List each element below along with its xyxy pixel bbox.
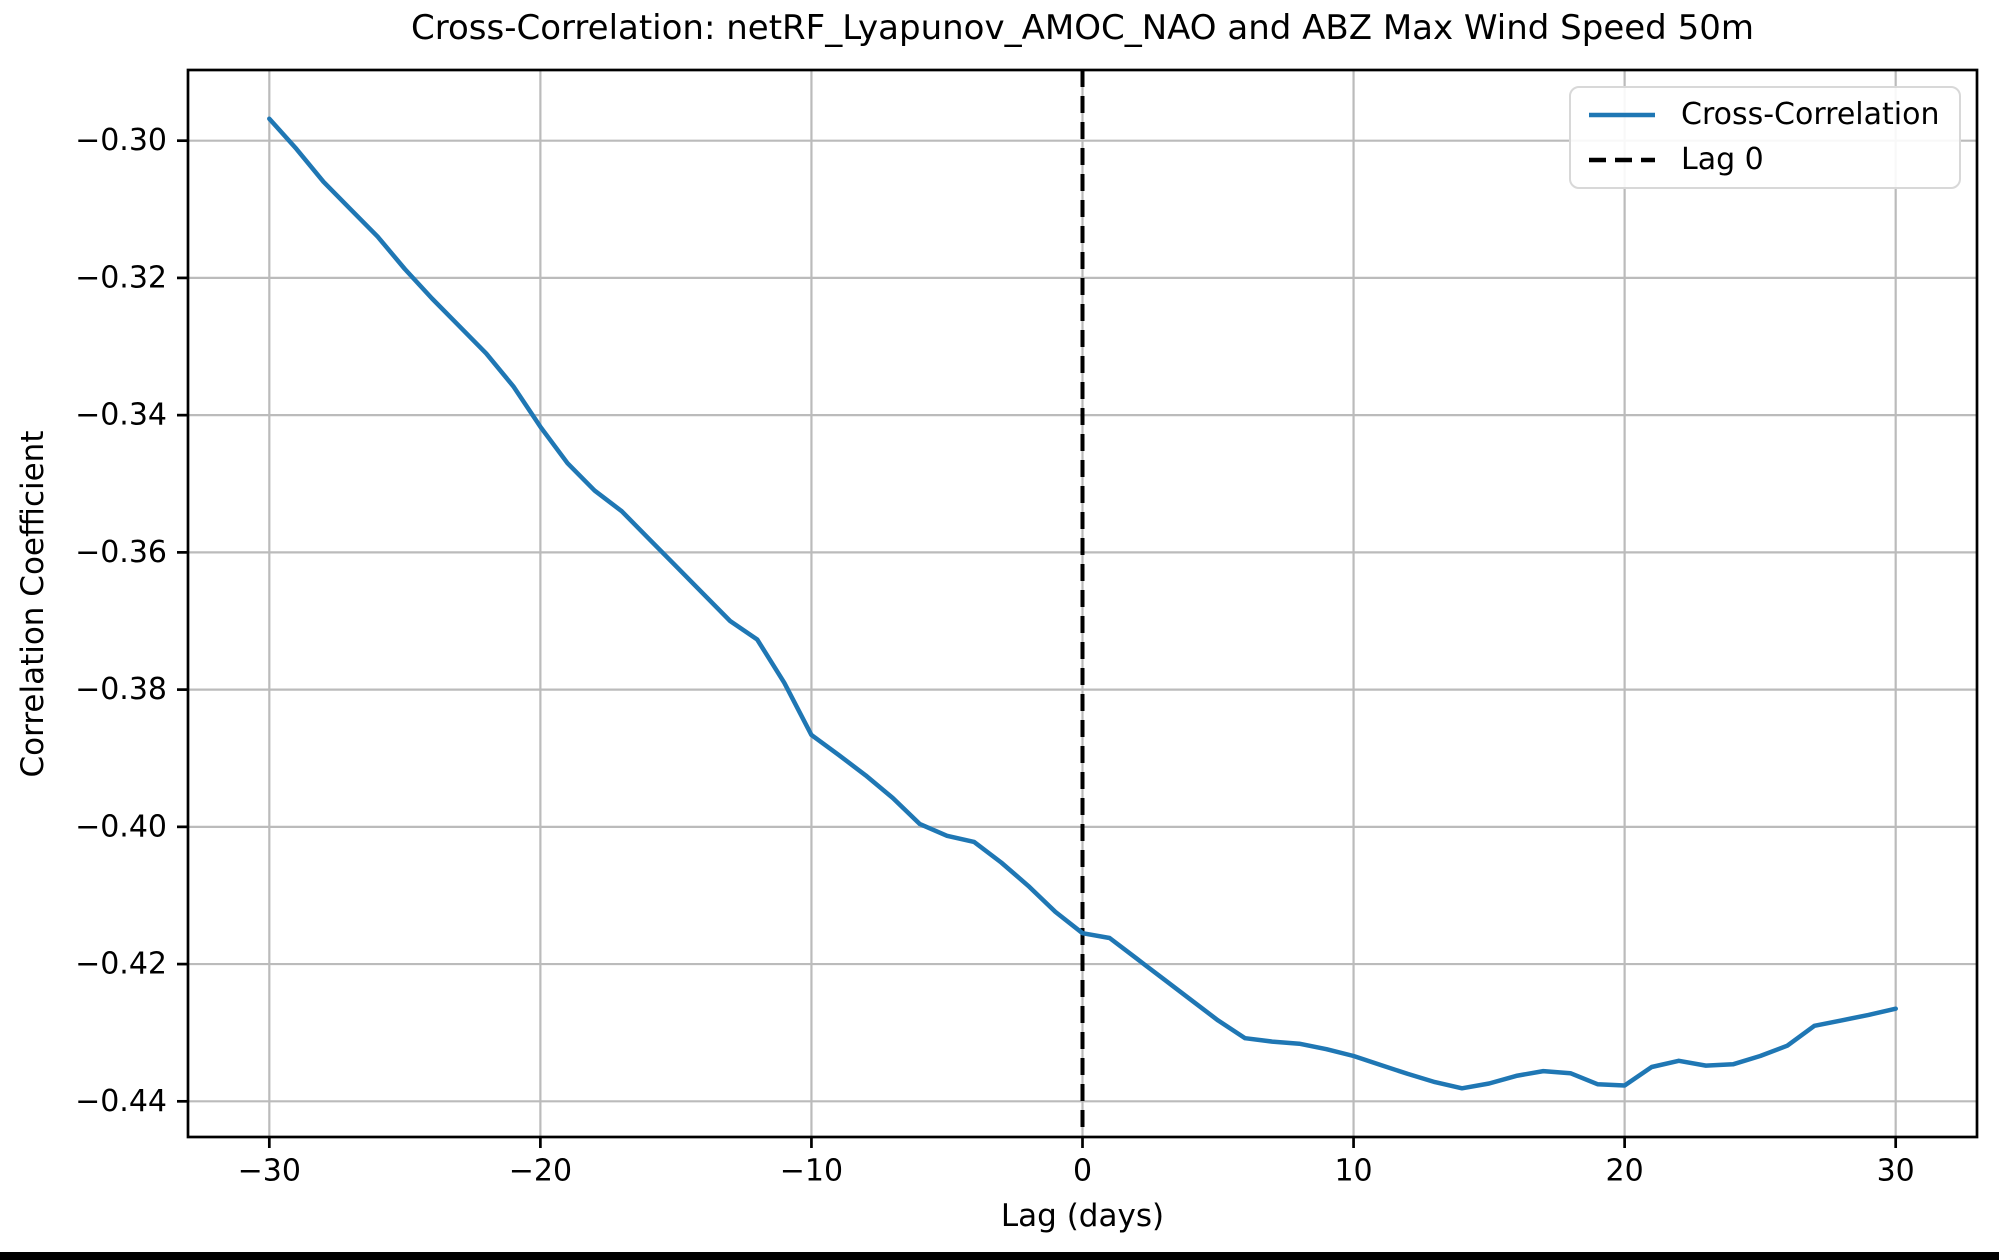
legend-item-cross-correlation: Cross-Correlation (1587, 98, 1959, 132)
legend: Cross-Correlation Lag 0 (1569, 86, 1961, 189)
x-tick-label: 0 (1073, 1154, 1092, 1189)
plot-area: −30 −20 −10 0 10 20 30 −0.30 −0.32 −0.34 −0.36 −0.3… (75, 68, 1979, 1189)
x-axis-label: Lag (days) (1000, 1198, 1165, 1234)
legend-solid-line-swatch (1589, 113, 1655, 118)
y-tick-label: −0.40 (75, 809, 167, 844)
x-tick-label: −10 (780, 1154, 843, 1189)
y-tick-label: −0.34 (75, 398, 167, 433)
x-tick-label: −30 (238, 1154, 301, 1189)
legend-label-cross-correlation: Cross-Correlation (1681, 97, 1940, 133)
y-tick-label: −0.38 (75, 672, 167, 707)
legend-item-lag0: Lag 0 (1587, 141, 1959, 177)
x-tick-label: 10 (1334, 1154, 1372, 1189)
y-tick-label: −0.36 (75, 535, 167, 570)
x-tick-label: 30 (1877, 1154, 1915, 1189)
chart-title: Cross-Correlation: netRF_Lyapunov_AMOC_N… (411, 8, 1754, 48)
legend-dashed-line-swatch (1589, 157, 1655, 162)
axes-spines (186, 68, 1979, 1139)
cross-correlation-line (267, 116, 1898, 1091)
legend-label-lag0: Lag 0 (1681, 141, 1764, 177)
y-tick-label: −0.42 (75, 947, 167, 982)
x-tick-label: −20 (509, 1154, 572, 1189)
y-tick-label: −0.30 (75, 123, 167, 158)
window-edge-bar (0, 1252, 1999, 1260)
y-tick-label: −0.44 (75, 1084, 167, 1119)
x-tick-label: 20 (1606, 1154, 1644, 1189)
y-tick-label: −0.32 (75, 260, 167, 295)
y-axis-label: Correlation Coefficient (15, 430, 51, 778)
